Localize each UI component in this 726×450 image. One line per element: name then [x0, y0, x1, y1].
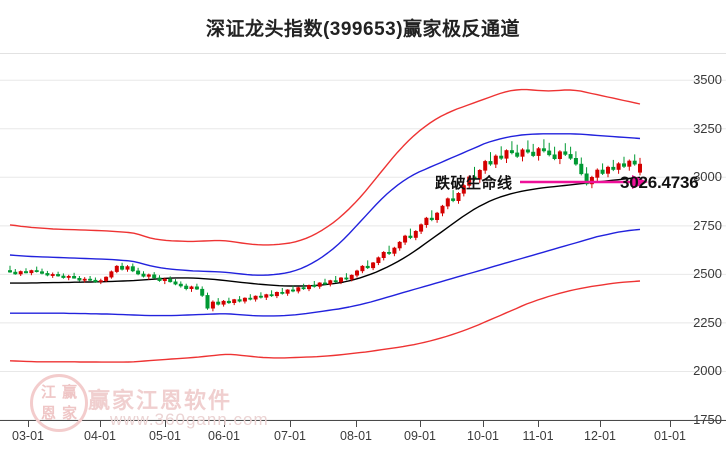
- x-axis-tick-label: 03-01: [12, 429, 44, 443]
- x-axis-tick-label: 09-01: [404, 429, 436, 443]
- x-axis-tick-label: 12-01: [584, 429, 616, 443]
- page-title: 深证龙头指数(399653)赢家极反通道: [205, 19, 521, 40]
- x-axis-tick-label: 11-01: [522, 429, 554, 443]
- seal-characters: 江赢恩家: [38, 382, 80, 424]
- seal-ring: [30, 374, 88, 432]
- x-axis-tick: [290, 420, 291, 427]
- seal-logo: 江赢恩家: [30, 374, 88, 432]
- x-axis-ticks: [0, 420, 726, 427]
- x-axis-tick: [28, 420, 29, 427]
- x-axis-tick: [600, 420, 601, 427]
- annotation-arrow-icon: [520, 175, 648, 189]
- x-axis-tick-label: 01-01: [654, 429, 686, 443]
- x-axis-tick-label: 05-01: [149, 429, 181, 443]
- x-axis-tick: [356, 420, 357, 427]
- chart-canvas: [0, 79, 726, 420]
- x-axis-tick-label: 10-01: [467, 429, 499, 443]
- x-axis-tick-label: 08-01: [340, 429, 372, 443]
- seal-character: 恩: [40, 405, 56, 422]
- x-axis-tick-label: 04-01: [84, 429, 116, 443]
- watermark-brand: 赢家江恩软件: [88, 388, 233, 413]
- watermark-url: www.360gann.com: [110, 410, 269, 429]
- header-divider: [0, 53, 726, 54]
- last-price-label: 3026.4736: [620, 173, 699, 192]
- life-line-annotation: 跌破生命线: [435, 175, 513, 192]
- seal-character: 江: [40, 384, 56, 401]
- x-axis-tick: [538, 420, 539, 427]
- price-chart[interactable]: [0, 56, 726, 420]
- x-axis-line: [0, 420, 726, 421]
- seal-character: 家: [61, 405, 77, 422]
- x-axis-tick-label: 06-01: [208, 429, 240, 443]
- x-axis-tick: [224, 420, 225, 427]
- x-axis-labels: 03-01 04-01 05-01 06-01 07-01 08-01 09-01 10-01…: [0, 429, 726, 449]
- x-axis-tick: [483, 420, 484, 427]
- x-axis-tick-label: 07-01: [274, 429, 306, 443]
- x-axis-tick: [670, 420, 671, 427]
- seal-character: 赢: [61, 384, 77, 401]
- x-axis-tick: [100, 420, 101, 427]
- x-axis-tick: [420, 420, 421, 427]
- x-axis-tick: [165, 420, 166, 427]
